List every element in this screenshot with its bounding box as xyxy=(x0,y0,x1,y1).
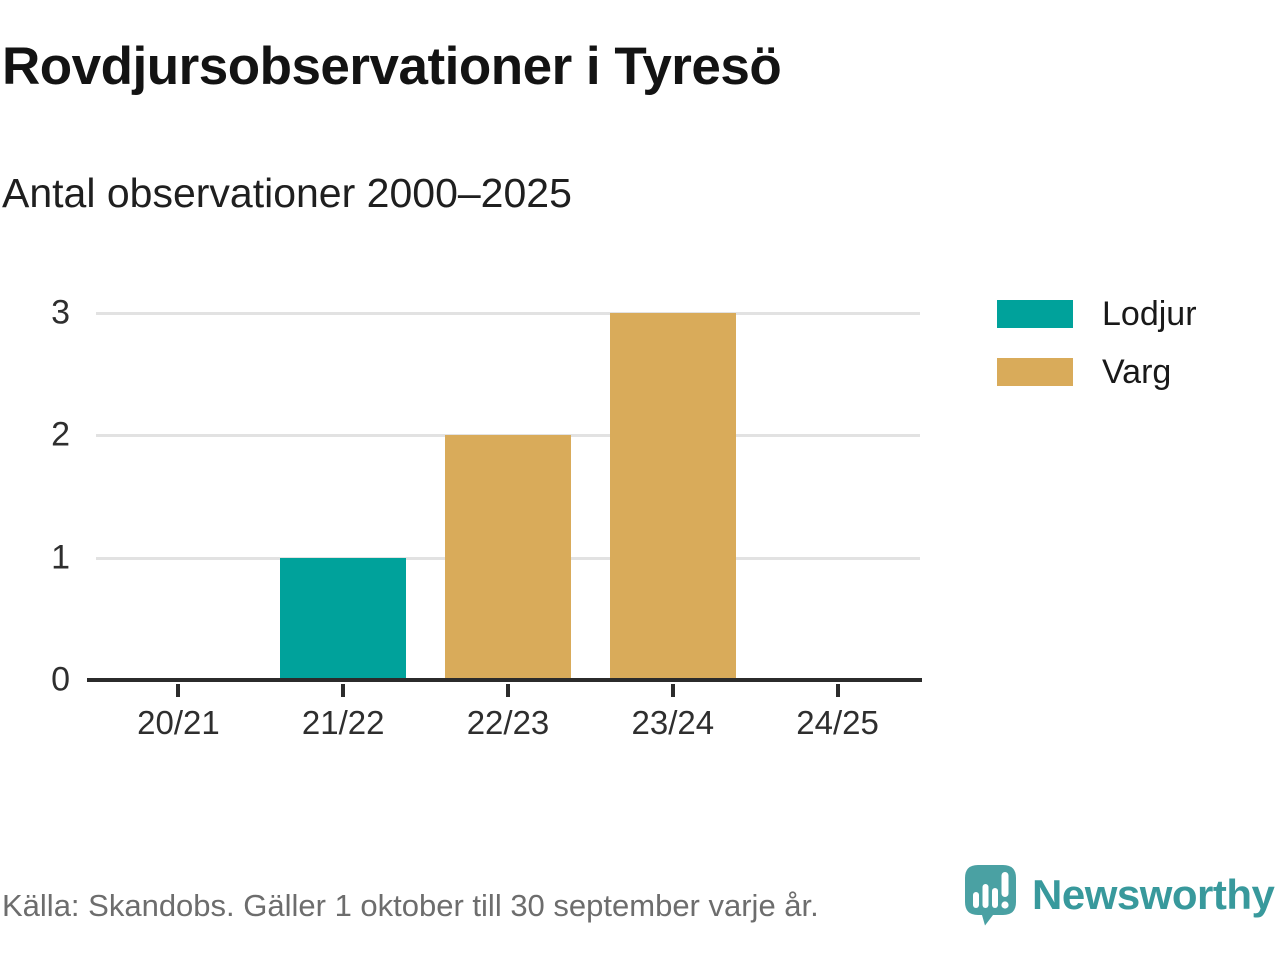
brand: Newsworthy xyxy=(962,862,1275,928)
legend: Lodjur Varg xyxy=(997,295,1197,416)
legend-swatch xyxy=(997,358,1073,386)
bar-varg xyxy=(445,435,571,680)
x-axis-tick xyxy=(176,684,181,697)
x-tick-label: 20/21 xyxy=(137,704,220,741)
y-tick-label: 2 xyxy=(51,415,70,454)
x-tick-label: 22/23 xyxy=(466,704,550,741)
y-axis: 0 1 2 3 xyxy=(14,294,70,699)
source-note: Källa: Skandobs. Gäller 1 oktober till 3… xyxy=(2,888,819,923)
bar-varg xyxy=(609,313,736,680)
brand-name: Newsworthy xyxy=(1032,871,1275,918)
y-tick-label: 1 xyxy=(51,538,70,577)
x-axis-tick xyxy=(670,684,675,697)
gridline xyxy=(96,312,920,315)
y-tick-label: 0 xyxy=(51,660,70,699)
newsworthy-logo-icon xyxy=(965,865,1016,926)
bar-lodjur xyxy=(280,557,407,680)
page-subtitle: Antal observationer 2000–2025 xyxy=(2,170,572,216)
legend-swatch xyxy=(997,300,1073,328)
legend-item-varg: Varg xyxy=(997,353,1197,391)
legend-label: Varg xyxy=(1102,352,1172,391)
page-title: Rovdjursobservationer i Tyresö xyxy=(2,37,782,96)
x-tick-label: 21/22 xyxy=(301,704,385,741)
x-axis-line xyxy=(87,678,922,682)
y-tick-label: 3 xyxy=(51,293,70,332)
x-tick-label: 23/24 xyxy=(631,704,715,741)
legend-label: Lodjur xyxy=(1102,294,1197,333)
x-tick-label: 24/25 xyxy=(796,704,879,741)
x-axis-tick xyxy=(341,684,346,697)
legend-item-lodjur: Lodjur xyxy=(997,295,1197,333)
plot-area: 20/21 21/22 22/23 23/24 24/25 xyxy=(87,312,922,741)
x-axis-tick xyxy=(506,684,510,697)
x-axis-tick xyxy=(835,684,840,697)
